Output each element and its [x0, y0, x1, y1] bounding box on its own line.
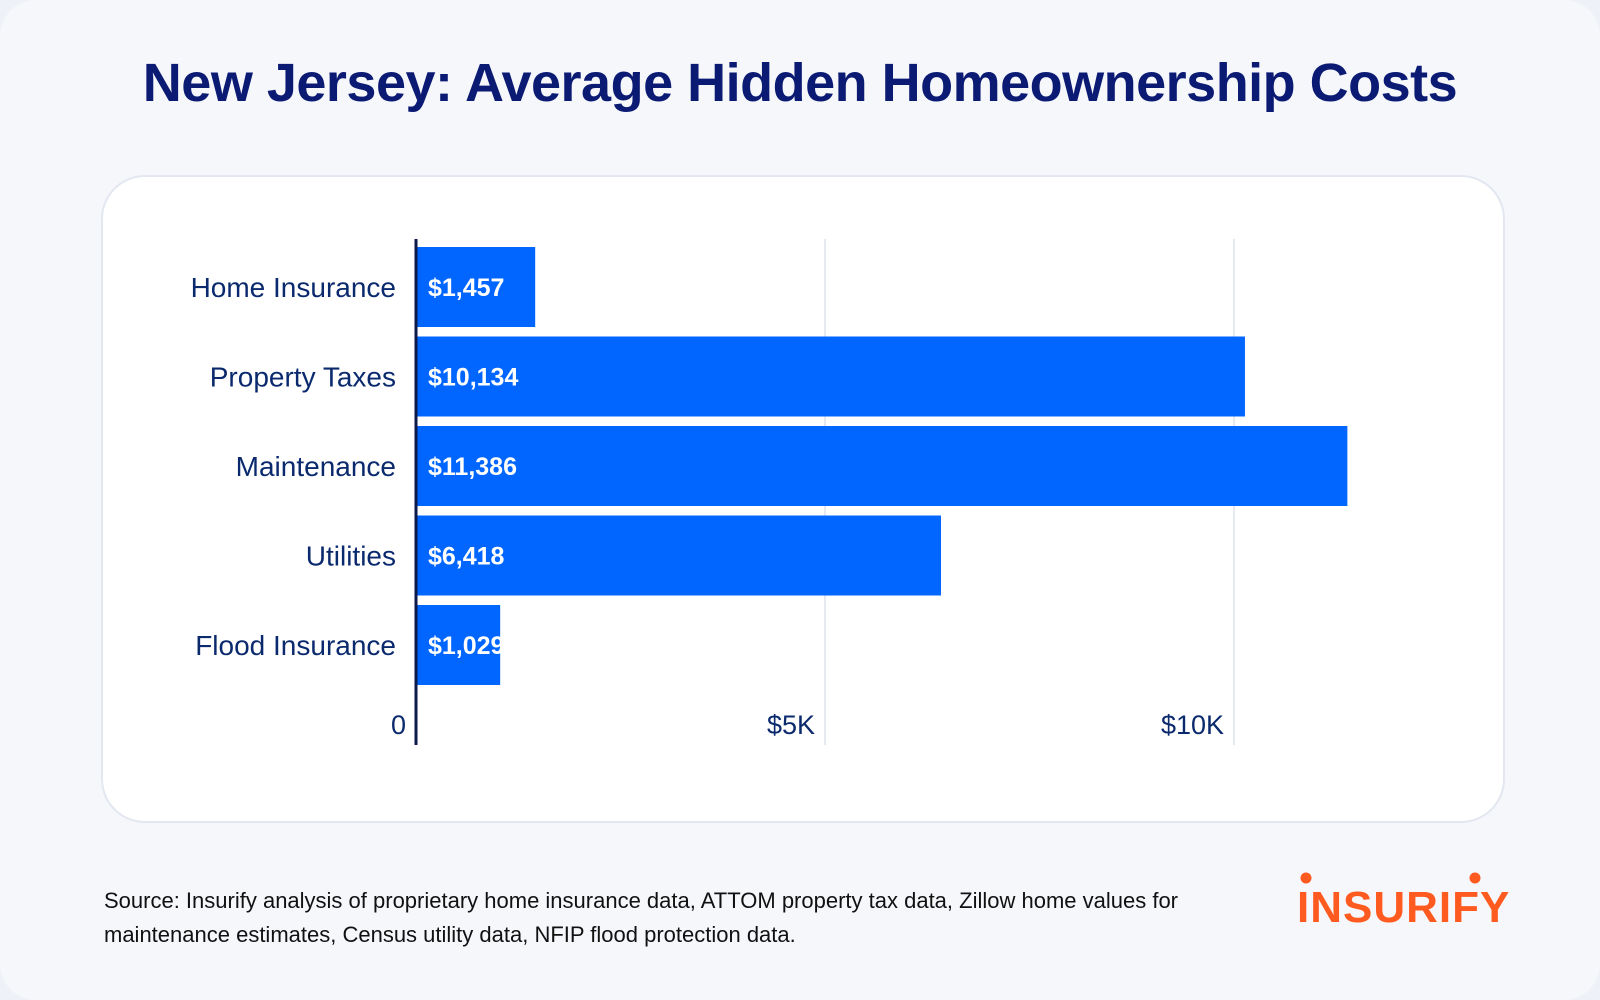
bar: [416, 426, 1348, 506]
x-tick-label: 0: [391, 710, 406, 740]
insurify-logo: INSURIFY: [1297, 872, 1510, 930]
x-tick-label: $5K: [767, 710, 815, 740]
logo-dot-icon: [1300, 872, 1312, 884]
bar-value-label: $1,457: [428, 274, 504, 302]
chart-title: New Jersey: Average Hidden Homeownership…: [142, 53, 1458, 113]
chart-card: Home Insurance $1,457 Property Taxes $10,13…: [101, 175, 1505, 823]
bar: [416, 515, 941, 596]
source-note: Source: Insurify analysis of proprietary…: [104, 888, 1179, 947]
category-label: Maintenance: [236, 451, 396, 482]
logo-wordmark: INSURIFY: [1297, 883, 1510, 930]
bar-value-label: $6,418: [428, 543, 505, 571]
x-tick-label: $10K: [1161, 710, 1224, 740]
bar-chart: Home Insurance $1,457 Property Taxes $10,13…: [191, 239, 1348, 745]
bar-value-label: $1,029: [428, 632, 504, 660]
bar-value-label: $10,134: [428, 364, 518, 392]
bar: [416, 247, 536, 327]
bar: [416, 336, 1245, 417]
category-label: Flood Insurance: [195, 630, 396, 661]
logo-dot-icon: [1469, 872, 1481, 884]
bar-value-label: $11,386: [428, 453, 517, 481]
bar: [416, 605, 501, 685]
category-label: Home Insurance: [191, 272, 396, 303]
category-label: Property Taxes: [210, 362, 396, 393]
category-label: Utilities: [306, 541, 396, 572]
